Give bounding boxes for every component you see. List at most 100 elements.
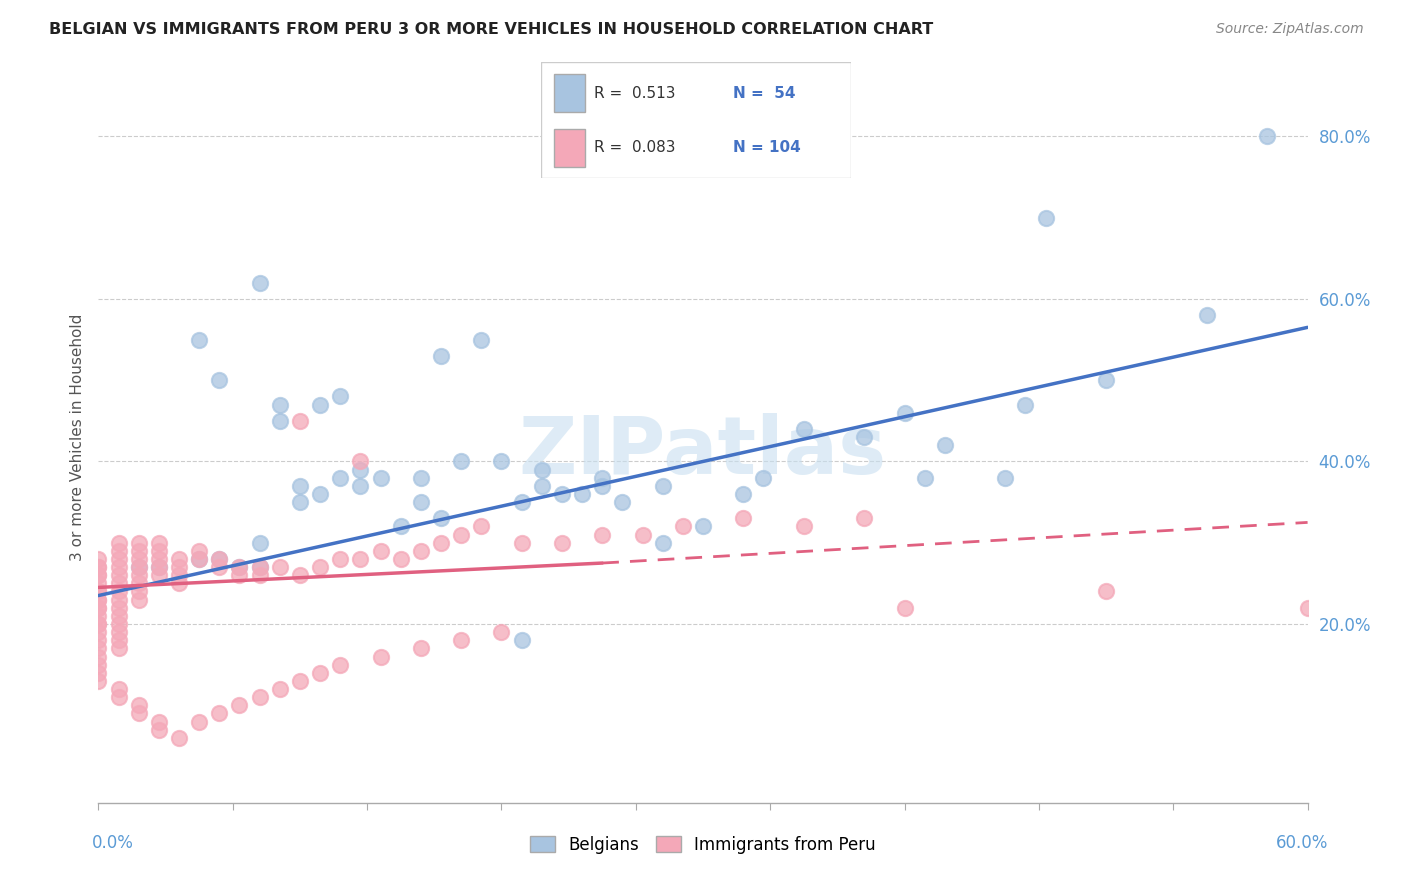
- Point: [87, 633, 110, 648]
- Point: [249, 560, 271, 574]
- Point: [329, 552, 352, 566]
- Point: [107, 617, 129, 632]
- Point: [107, 535, 129, 549]
- Point: [430, 511, 453, 525]
- Point: [591, 471, 613, 485]
- Point: [329, 657, 352, 672]
- FancyBboxPatch shape: [554, 128, 585, 167]
- Point: [409, 544, 432, 558]
- Point: [128, 568, 150, 582]
- Point: [309, 398, 332, 412]
- Point: [288, 568, 311, 582]
- Point: [128, 584, 150, 599]
- Point: [450, 633, 472, 648]
- Point: [228, 560, 250, 574]
- Point: [269, 398, 291, 412]
- Point: [389, 552, 412, 566]
- Point: [1095, 373, 1118, 387]
- Point: [107, 560, 129, 574]
- Point: [128, 698, 150, 713]
- Point: [167, 560, 190, 574]
- Point: [450, 527, 472, 541]
- Text: N =  54: N = 54: [733, 86, 796, 101]
- Point: [228, 698, 250, 713]
- Point: [309, 487, 332, 501]
- Y-axis label: 3 or more Vehicles in Household: 3 or more Vehicles in Household: [69, 313, 84, 561]
- Point: [612, 495, 634, 509]
- Point: [651, 479, 673, 493]
- Point: [87, 592, 110, 607]
- Point: [228, 560, 250, 574]
- Point: [128, 592, 150, 607]
- Point: [167, 568, 190, 582]
- Point: [188, 552, 211, 566]
- Point: [752, 471, 775, 485]
- Point: [1014, 398, 1036, 412]
- Point: [1296, 600, 1319, 615]
- Point: [288, 479, 311, 493]
- Text: ZIPatlas: ZIPatlas: [519, 413, 887, 491]
- Point: [510, 535, 533, 549]
- Point: [672, 519, 695, 533]
- Point: [188, 333, 211, 347]
- Point: [651, 535, 673, 549]
- Text: BELGIAN VS IMMIGRANTS FROM PERU 3 OR MORE VEHICLES IN HOUSEHOLD CORRELATION CHAR: BELGIAN VS IMMIGRANTS FROM PERU 3 OR MOR…: [49, 22, 934, 37]
- Point: [107, 568, 129, 582]
- Point: [87, 576, 110, 591]
- Point: [530, 462, 553, 476]
- Text: R =  0.083: R = 0.083: [593, 140, 675, 155]
- Point: [893, 600, 915, 615]
- Point: [491, 454, 513, 468]
- Point: [349, 462, 371, 476]
- Point: [530, 479, 553, 493]
- Text: N = 104: N = 104: [733, 140, 801, 155]
- Point: [208, 552, 231, 566]
- Point: [87, 600, 110, 615]
- Point: [107, 600, 129, 615]
- Point: [591, 479, 613, 493]
- Point: [128, 706, 150, 721]
- Point: [370, 471, 392, 485]
- Point: [128, 552, 150, 566]
- Point: [893, 406, 915, 420]
- Point: [269, 560, 291, 574]
- Legend: Belgians, Immigrants from Peru: Belgians, Immigrants from Peru: [523, 829, 883, 860]
- Point: [1035, 211, 1057, 225]
- Point: [470, 333, 492, 347]
- Point: [148, 714, 170, 729]
- Point: [87, 617, 110, 632]
- Point: [87, 568, 110, 582]
- Point: [269, 414, 291, 428]
- Point: [491, 625, 513, 640]
- Point: [551, 487, 574, 501]
- Point: [409, 495, 432, 509]
- Point: [733, 511, 755, 525]
- Point: [107, 633, 129, 648]
- Point: [128, 576, 150, 591]
- Point: [148, 723, 170, 737]
- Point: [1256, 129, 1278, 144]
- Point: [148, 535, 170, 549]
- Point: [107, 681, 129, 696]
- Point: [249, 690, 271, 705]
- Point: [107, 641, 129, 656]
- Point: [87, 641, 110, 656]
- Point: [148, 560, 170, 574]
- Point: [793, 519, 815, 533]
- Text: 0.0%: 0.0%: [91, 834, 134, 852]
- Point: [430, 535, 453, 549]
- Point: [249, 560, 271, 574]
- Point: [591, 527, 613, 541]
- Point: [309, 665, 332, 680]
- Text: R =  0.513: R = 0.513: [593, 86, 675, 101]
- Point: [571, 487, 593, 501]
- Point: [692, 519, 714, 533]
- Point: [288, 414, 311, 428]
- Point: [87, 560, 110, 574]
- Point: [228, 568, 250, 582]
- Point: [934, 438, 956, 452]
- Point: [87, 665, 110, 680]
- Point: [128, 535, 150, 549]
- Point: [87, 673, 110, 688]
- Point: [87, 657, 110, 672]
